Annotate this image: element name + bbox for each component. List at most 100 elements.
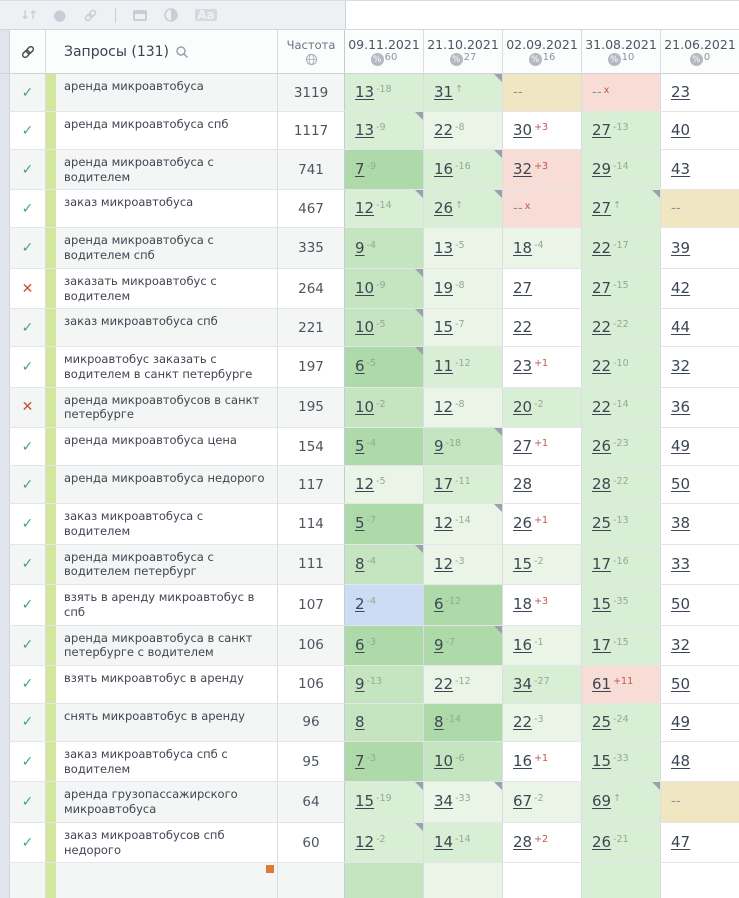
position-value[interactable]: 8 [434,712,444,731]
date-column-header[interactable]: 21.06.2021 % 0 [661,30,739,73]
included-icon[interactable]: ✓ [21,676,34,693]
position-value[interactable]: 32 [671,635,691,654]
position-value[interactable]: 18 [513,595,533,614]
position-cell[interactable]: 26 -21 [582,822,661,863]
position-value[interactable]: 12 [434,397,454,416]
position-cell[interactable]: 28 +2 [503,822,582,863]
position-value[interactable]: 28 [592,475,612,494]
query-cell[interactable]: взять в аренду микроавтобус в спб [46,585,278,625]
position-value[interactable]: 20 [513,397,533,416]
position-cell[interactable]: 50 [661,665,739,703]
query-text[interactable]: микроавтобус заказать с водителем в санк… [64,352,253,382]
position-value[interactable]: 26 [592,832,612,851]
position-value[interactable]: 33 [671,554,691,573]
position-cell[interactable]: 34 -27 [503,665,582,703]
status-cell[interactable]: ✓ [10,347,46,387]
position-cell[interactable]: -- [661,782,739,822]
position-cell[interactable]: 22 -22 [582,309,661,347]
query-text[interactable]: снять микроавтобус в аренду [64,708,245,723]
position-value[interactable]: 16 [513,635,533,654]
query-cell[interactable]: аренда микроавтобуса спб [46,112,278,149]
included-icon[interactable]: ✓ [21,637,34,654]
position-value[interactable]: 15 [355,792,375,811]
position-cell[interactable]: 31 ↑ [424,74,503,111]
status-cell[interactable]: ✓ [10,309,46,347]
included-icon[interactable]: ✓ [21,359,34,376]
position-cell[interactable]: 27 -13 [582,112,661,149]
position-cell[interactable]: 8 -14 [424,703,503,741]
position-cell[interactable]: 48 [661,741,739,782]
status-cell[interactable]: ✓ [10,112,46,149]
position-cell[interactable]: 32 +3 [503,150,582,190]
position-value[interactable]: -- [592,83,602,100]
text-case-icon[interactable]: Aa [195,8,217,22]
position-cell[interactable]: 49 [661,428,739,466]
query-text[interactable]: аренда микроавтобуса с водителем спб [64,233,214,263]
position-value[interactable]: 6 [355,635,365,654]
query-text[interactable]: аренда микроавтобуса недорого [64,471,265,486]
position-value[interactable]: 7 [355,160,365,179]
position-value[interactable]: 8 [355,712,365,731]
position-cell[interactable]: 49 [661,703,739,741]
position-cell[interactable]: 32 [661,347,739,387]
position-value[interactable]: -- [513,83,523,100]
position-value[interactable]: 29 [592,160,612,179]
position-cell[interactable]: 6 -5 [345,347,424,387]
position-cell[interactable]: 39 [661,228,739,268]
status-cell[interactable]: ✓ [10,544,46,585]
position-cell[interactable]: 9 -4 [345,228,424,268]
position-cell[interactable]: 10 -5 [345,309,424,347]
position-cell[interactable]: 8 -4 [345,544,424,585]
position-value[interactable]: 22 [434,120,454,139]
position-value[interactable]: 17 [592,635,612,654]
date-column-header[interactable]: 31.08.2021 % 10 [582,30,661,73]
query-text[interactable]: заказ микроавтобуса [64,195,194,210]
position-cell[interactable]: 6 -3 [345,625,424,665]
position-cell[interactable]: 15 -33 [582,741,661,782]
position-cell[interactable]: 9 -18 [424,428,503,466]
position-cell[interactable]: 2 -4 [345,585,424,625]
position-cell[interactable]: 50 [661,466,739,504]
position-value[interactable]: 18 [513,238,533,257]
position-value[interactable]: 40 [671,120,691,139]
position-value[interactable]: 39 [671,238,691,257]
query-cell[interactable]: аренда микроавтобуса цена [46,428,278,466]
position-cell[interactable]: 15 -19 [345,782,424,822]
status-cell[interactable]: ✓ [10,782,46,822]
position-cell[interactable]: 10 -2 [345,387,424,428]
position-value[interactable]: 49 [671,437,691,456]
position-value[interactable]: 19 [434,278,454,297]
position-cell[interactable]: 23 [661,74,739,111]
position-value[interactable]: 10 [355,397,375,416]
position-cell[interactable]: 27 [503,268,582,309]
position-cell[interactable]: 6 -12 [424,585,503,625]
query-cell[interactable]: аренда микроавтобуса в санкт петербурге … [46,625,278,665]
included-icon[interactable]: ✓ [21,794,34,811]
position-value[interactable]: 22 [513,318,533,337]
panel-icon[interactable] [133,9,148,21]
query-cell[interactable]: взять микроавтобус в аренду [46,665,278,703]
position-value[interactable]: 27 [513,437,533,456]
position-value[interactable]: 10 [355,278,375,297]
position-cell[interactable]: 27 ↑ [582,190,661,228]
query-cell[interactable]: аренда микроавтобусов в санкт петербурге [46,387,278,428]
position-value[interactable]: 25 [592,712,612,731]
position-cell[interactable]: 16 -1 [503,625,582,665]
position-cell[interactable]: 42 [661,268,739,309]
position-cell[interactable]: 69 ↑ [582,782,661,822]
position-value[interactable]: 13 [355,120,375,139]
query-text[interactable]: взять в аренду микроавтобус в спб [64,590,255,619]
position-cell[interactable]: 12 -8 [424,387,503,428]
search-icon[interactable] [175,45,189,59]
excluded-icon[interactable]: ✕ [21,399,34,416]
position-value[interactable]: 22 [592,357,612,376]
query-cell[interactable]: аренда микроавтобуса с водителем [46,150,278,190]
position-cell[interactable]: 22 -14 [582,387,661,428]
position-cell[interactable]: 12 -14 [424,504,503,544]
query-cell[interactable]: микроавтобус заказать с водителем в санк… [46,347,278,387]
position-cell[interactable]: 12 -3 [424,544,503,585]
position-value[interactable]: 30 [513,120,533,139]
position-value[interactable]: 38 [671,514,691,533]
excluded-icon[interactable]: ✕ [21,280,34,297]
position-value[interactable]: 9 [434,635,444,654]
